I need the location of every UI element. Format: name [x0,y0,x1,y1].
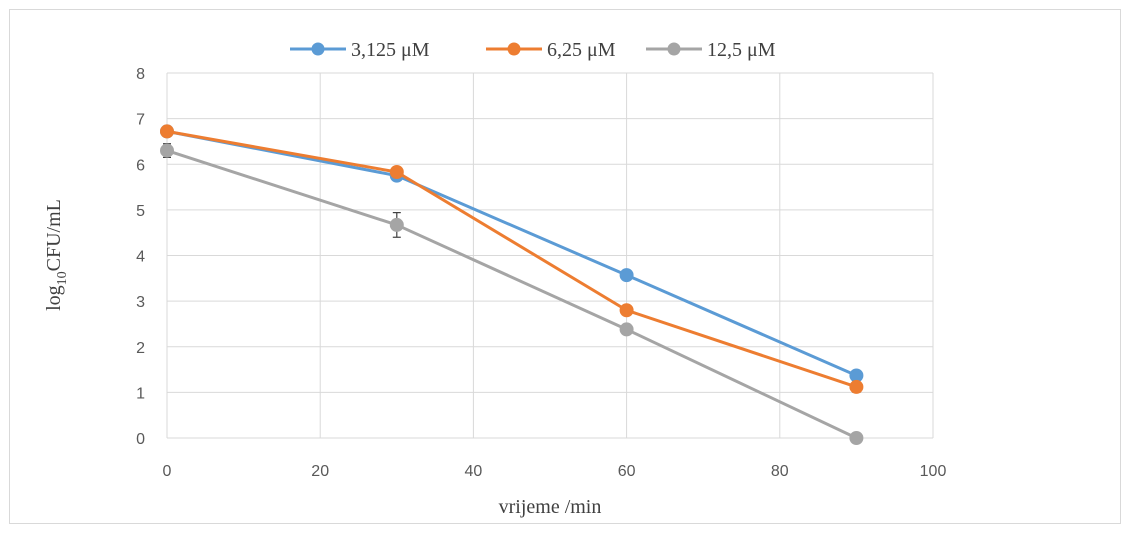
legend-label: 12,5 μM [707,39,776,61]
y-tick-label: 0 [136,431,145,448]
legend-label: 6,25 μM [547,39,616,61]
y-tick-label: 5 [136,203,145,220]
y-axis-title: log10CFU/mL [43,199,70,311]
data-point [389,165,404,180]
x-tick-label: 0 [163,463,172,480]
x-tick-label: 40 [465,463,483,480]
data-point [389,217,404,232]
x-tick-label: 20 [311,463,329,480]
data-point [160,143,174,158]
legend-label: 3,125 μM [351,39,430,61]
y-axis-title-rest: CFU/mL [43,199,65,271]
x-tick-label: 60 [618,463,636,480]
x-axis-title: vrijeme /min [499,496,602,518]
data-point [849,379,864,394]
x-tick-label: 80 [771,463,789,480]
series-line [166,129,857,389]
data-point [619,268,634,283]
y-tick-label: 1 [136,385,145,402]
data-point [619,322,634,337]
data-point [619,303,634,318]
series-line [166,129,858,377]
y-tick-label: 8 [136,66,145,83]
y-tick-label: 2 [136,340,145,357]
data-point [160,124,174,139]
legend-marker [667,42,681,56]
legend-marker [311,42,325,56]
x-tick-label: 100 [920,463,947,480]
y-tick-label: 3 [136,294,145,311]
y-tick-label: 6 [136,157,145,174]
y-tick-label: 7 [136,112,145,129]
y-tick-label: 4 [136,249,145,266]
data-point [849,431,864,445]
series-line [166,149,858,440]
y-axis-title-base: log [43,285,65,311]
y-axis-title-subscript: 10 [55,271,70,285]
legend-marker [507,42,521,56]
